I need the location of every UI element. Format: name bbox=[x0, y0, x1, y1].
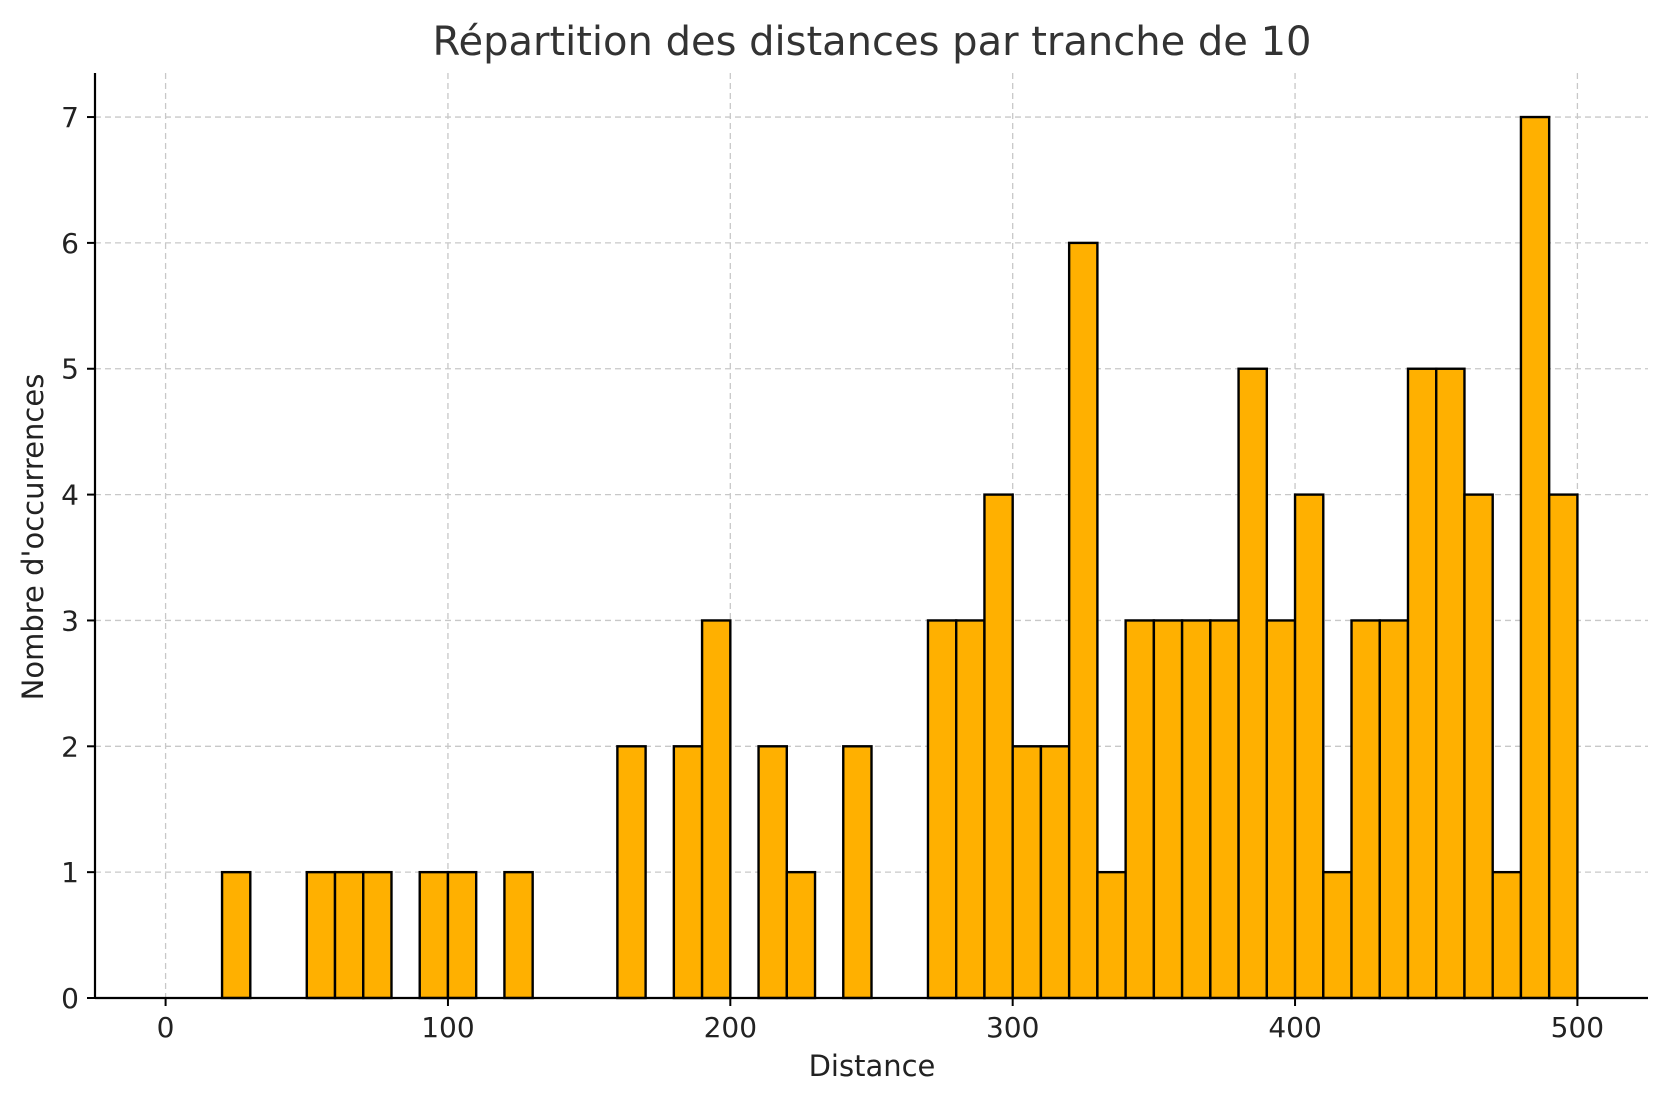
y-tick-label: 3 bbox=[61, 604, 79, 637]
histogram-bar bbox=[418, 870, 450, 1000]
histogram-bar bbox=[1152, 619, 1184, 1000]
histogram-bar bbox=[220, 870, 252, 1000]
histogram-bar bbox=[1378, 619, 1410, 1000]
histogram-bar bbox=[1209, 619, 1240, 1000]
y-tick-label: 0 bbox=[61, 982, 79, 1015]
axes bbox=[93, 73, 1648, 1000]
histogram-bar bbox=[1265, 619, 1297, 1000]
histogram-bar bbox=[1519, 115, 1551, 1000]
y-tick-label: 1 bbox=[61, 856, 79, 889]
histogram-bar bbox=[1039, 745, 1071, 1000]
x-axis-label: Distance bbox=[809, 1049, 936, 1083]
histogram-bar bbox=[1322, 870, 1353, 1000]
chart-title: Répartition des distances par tranche de… bbox=[432, 19, 1311, 65]
y-tick-label: 5 bbox=[61, 353, 79, 386]
x-tick-label: 200 bbox=[704, 1011, 757, 1044]
histogram-bar bbox=[1237, 367, 1269, 1000]
x-tick-label: 500 bbox=[1551, 1011, 1604, 1044]
histogram-bar bbox=[1067, 241, 1099, 1000]
histogram-bar bbox=[503, 870, 534, 1000]
histogram-bar bbox=[672, 745, 704, 1000]
histogram-bar bbox=[1096, 870, 1127, 1000]
histogram-bar bbox=[955, 619, 986, 1000]
histogram-bar bbox=[1463, 493, 1494, 1000]
histogram-bar bbox=[1180, 619, 1212, 1000]
histogram-bar bbox=[1293, 493, 1325, 1000]
histogram-bar bbox=[1124, 619, 1156, 1000]
histogram-bar bbox=[362, 870, 393, 1000]
y-ticks: 0 1 2 3 4 5 6 7 bbox=[61, 101, 95, 1015]
histogram-bar bbox=[700, 619, 732, 1000]
histogram-bar bbox=[785, 870, 817, 1000]
histogram-bar bbox=[1350, 619, 1381, 1000]
histogram-bar bbox=[1406, 367, 1438, 1000]
histogram-bar bbox=[1547, 493, 1579, 1000]
x-tick-label: 100 bbox=[421, 1011, 474, 1044]
bars bbox=[220, 115, 1579, 1000]
y-tick-label: 6 bbox=[61, 227, 79, 260]
y-tick-label: 7 bbox=[61, 101, 79, 134]
histogram-bar bbox=[757, 745, 788, 1000]
histogram-bar bbox=[1435, 367, 1466, 1000]
y-tick-label: 2 bbox=[61, 730, 79, 763]
x-tick-label: 400 bbox=[1268, 1011, 1321, 1044]
x-ticks: 0 100 200 300 400 500 bbox=[157, 998, 1604, 1044]
x-tick-label: 0 bbox=[157, 1011, 175, 1044]
histogram-bar bbox=[333, 870, 365, 1000]
x-tick-label: 300 bbox=[986, 1011, 1039, 1044]
histogram-bar bbox=[305, 870, 337, 1000]
histogram-bar bbox=[1491, 870, 1523, 1000]
histogram-bar bbox=[616, 745, 647, 1000]
y-tick-label: 4 bbox=[61, 479, 79, 512]
histogram-bar bbox=[983, 493, 1014, 1000]
histogram-bar bbox=[926, 619, 958, 1000]
y-axis-label: Nombre d'occurrences bbox=[16, 374, 50, 701]
histogram-bar bbox=[842, 745, 873, 1000]
histogram-bar bbox=[446, 870, 478, 1000]
histogram-bar bbox=[1011, 745, 1043, 1000]
